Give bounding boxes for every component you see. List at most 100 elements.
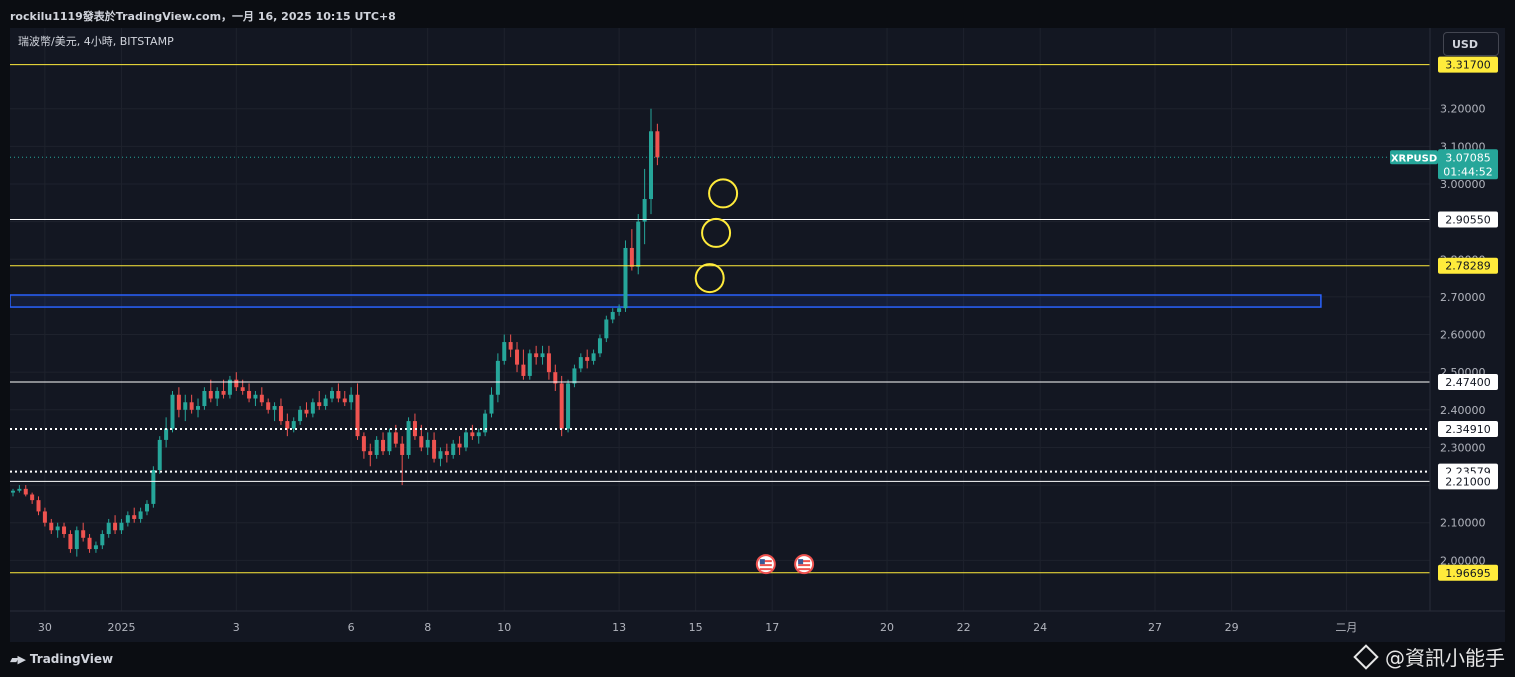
candle-body — [304, 409, 309, 414]
candle-body — [527, 353, 532, 376]
watermark: @資訊小能手 — [1353, 642, 1505, 671]
candle-body — [546, 353, 551, 373]
candle-body — [374, 439, 379, 455]
price-level-badge — [1438, 257, 1498, 274]
y-tick-label: 3.20000 — [1440, 103, 1486, 116]
candle-body — [81, 530, 86, 538]
candle-body — [298, 409, 303, 422]
candle-body — [400, 443, 405, 455]
price-level-badge — [1438, 373, 1498, 390]
candle-body — [444, 451, 449, 455]
candle-body — [17, 488, 22, 491]
us-flag-stripe — [759, 560, 772, 563]
candle-body — [655, 131, 660, 158]
y-tick-label: 2.70000 — [1440, 291, 1486, 304]
candle-body — [36, 500, 41, 512]
x-tick-label: 3 — [233, 621, 240, 634]
us-flag-stripe — [798, 560, 811, 563]
candle-body — [368, 451, 373, 455]
candle-body — [521, 364, 526, 376]
bottom-bar — [0, 642, 1515, 677]
candles — [11, 108, 660, 557]
tradingview-logo-icon: ▰▶ — [10, 652, 26, 666]
candle-body — [361, 436, 366, 452]
candle-body — [189, 402, 194, 410]
diamond-icon — [1353, 643, 1379, 670]
candle-body — [330, 390, 334, 399]
candle-body — [495, 360, 500, 395]
price-level-label: 2.47400 — [1445, 376, 1491, 389]
candle-body — [438, 451, 443, 459]
candle-body — [559, 383, 564, 429]
price-level-label: 2.78289 — [1445, 260, 1491, 273]
candle-body — [138, 511, 143, 519]
candle-body — [572, 368, 577, 384]
price-level-badge — [1438, 473, 1498, 490]
candle-body — [649, 131, 653, 200]
x-tick-label: 2025 — [107, 621, 135, 634]
horizontal-lines — [10, 64, 1430, 574]
publisher-title: rockilu1119發表於TradingView.com，一月 16, 202… — [10, 10, 396, 23]
candle-body — [11, 490, 15, 493]
x-tick-label: 13 — [612, 621, 626, 634]
candle-body — [266, 402, 271, 410]
us-flag-stripe — [798, 568, 811, 571]
candle-body — [381, 439, 386, 452]
candle-body — [578, 357, 583, 369]
price-level-label: 2.90550 — [1445, 214, 1491, 227]
candle-body — [419, 436, 424, 448]
price-level-label: 2.21000 — [1445, 475, 1491, 488]
x-tick-label: 27 — [1148, 621, 1162, 634]
x-tick-label: 8 — [424, 621, 431, 634]
x-tick-label: 20 — [880, 621, 894, 634]
symbol-label: 瑞波幣/美元, 4小時, BITSTAMP — [18, 34, 174, 48]
currency-button[interactable]: USD — [1443, 32, 1499, 56]
candle-body — [42, 511, 47, 523]
candle-body — [285, 421, 290, 429]
candle-body — [534, 353, 539, 358]
annotation-circle — [708, 178, 739, 209]
candle-body — [247, 390, 252, 399]
zone-layer — [10, 294, 1322, 308]
candle-body — [636, 221, 641, 267]
time-axis[interactable]: 30 2025 3 6 8 10 13 15 17 20 22 24 27 29 二月 — [10, 610, 1505, 634]
x-tick-label: 17 — [765, 621, 779, 634]
candle-body — [30, 494, 35, 501]
candle-body — [119, 522, 124, 531]
candle-body — [278, 406, 283, 422]
candle-body — [515, 349, 520, 365]
price-axis[interactable]: 3.200003.100003.000002.900002.800002.700… — [1390, 28, 1498, 611]
candle-body — [125, 515, 130, 523]
candle-body — [393, 432, 398, 444]
candle-body — [355, 394, 360, 437]
last-price-value: 3.07085 — [1445, 151, 1491, 164]
event-flags — [755, 554, 815, 575]
y-tick-label: 2.30000 — [1440, 441, 1486, 454]
last-price-countdown: 01:44:52 — [1443, 165, 1492, 178]
price-level-label: 1.96695 — [1445, 567, 1491, 580]
y-tick-label: 2.10000 — [1440, 517, 1486, 530]
candle-body — [553, 372, 558, 384]
price-level-badge — [1438, 56, 1498, 73]
us-flag-stripe — [759, 564, 772, 567]
y-tick-label: 2.60000 — [1440, 329, 1486, 342]
candle-body — [151, 470, 156, 504]
x-tick-label: 6 — [348, 621, 355, 634]
x-tick-label: 29 — [1225, 621, 1239, 634]
candle-body — [208, 390, 213, 399]
candlestick-chart[interactable]: 3.200003.100003.000002.900002.800002.700… — [10, 28, 1505, 642]
us-flag-canton — [759, 559, 765, 565]
candle-body — [87, 537, 92, 550]
support-zone — [10, 294, 1322, 308]
candle-body — [342, 398, 347, 403]
tradingview-logo[interactable]: ▰▶ TradingView — [10, 652, 113, 666]
candle-body — [349, 394, 354, 403]
candle-body — [215, 390, 220, 399]
candle-body — [55, 526, 60, 531]
candle-body — [196, 406, 201, 410]
y-tick-label: 2.00000 — [1440, 554, 1486, 567]
us-flag-stripe — [798, 564, 811, 567]
y-tick-label: 3.00000 — [1440, 178, 1486, 191]
candle-body — [387, 432, 392, 452]
price-level-badge — [1438, 211, 1498, 228]
